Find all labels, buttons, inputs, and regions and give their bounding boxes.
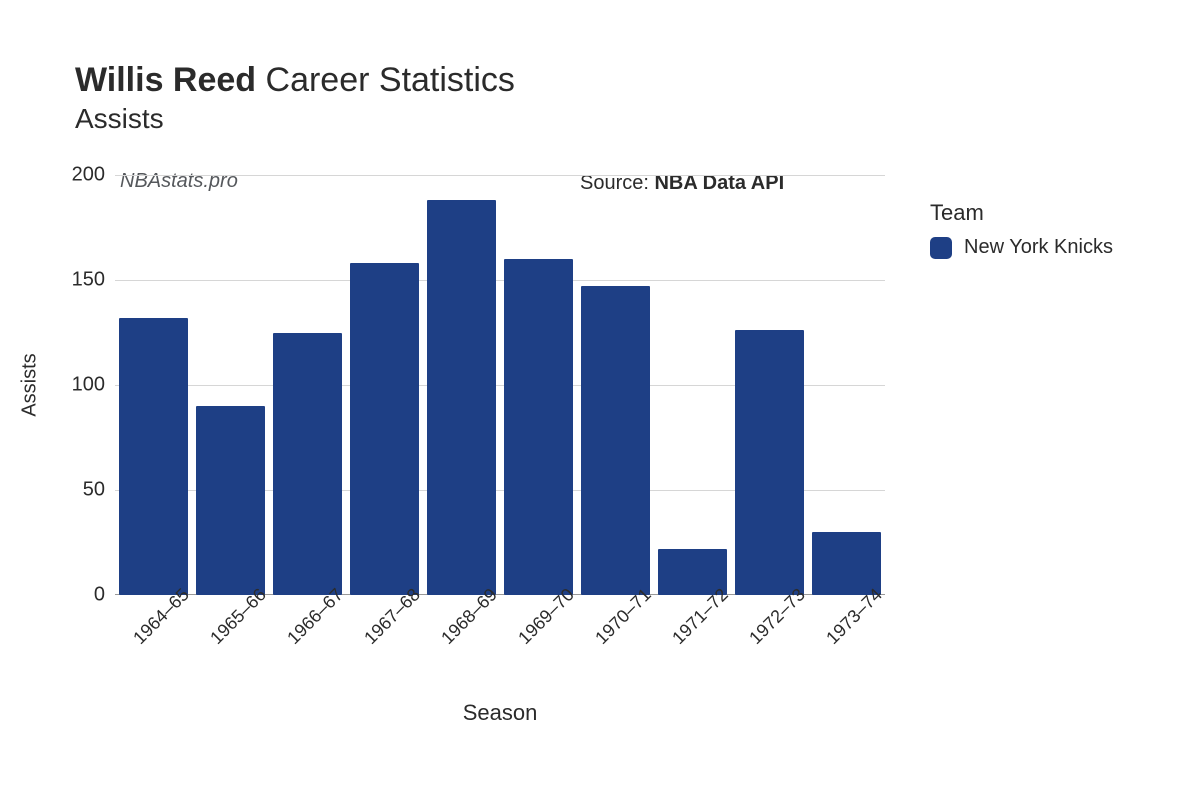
x-axis-title: Season xyxy=(463,700,538,726)
bar xyxy=(427,200,496,595)
title-player-name: Willis Reed xyxy=(75,61,256,99)
chart-title: Willis Reed Career Statistics xyxy=(75,60,515,101)
legend-swatch xyxy=(930,237,952,259)
legend-item: New York Knicks xyxy=(930,236,1113,259)
gridline xyxy=(115,280,885,281)
title-suffix: Career Statistics xyxy=(256,61,515,99)
chart-title-block: Willis Reed Career Statistics Assists xyxy=(75,60,515,135)
bar xyxy=(350,263,419,595)
bar xyxy=(735,330,804,595)
legend: Team New York Knicks xyxy=(930,200,1113,259)
gridline xyxy=(115,175,885,176)
chart-subtitle: Assists xyxy=(75,103,515,135)
legend-title: Team xyxy=(930,200,1113,226)
y-tick-label: 200 xyxy=(72,164,115,187)
y-tick-label: 150 xyxy=(72,269,115,292)
bar xyxy=(504,259,573,595)
bar-chart: 0501001502001964–651965–661966–671967–68… xyxy=(115,175,885,595)
y-tick-label: 100 xyxy=(72,374,115,397)
legend-label: New York Knicks xyxy=(964,236,1113,259)
y-tick-label: 0 xyxy=(94,584,115,607)
bar xyxy=(196,406,265,595)
plot-area: 0501001502001964–651965–661966–671967–68… xyxy=(115,175,885,595)
y-axis-title: Assists xyxy=(19,353,42,416)
bar xyxy=(581,286,650,595)
bar xyxy=(273,333,342,596)
bar xyxy=(119,318,188,595)
y-tick-label: 50 xyxy=(83,479,115,502)
